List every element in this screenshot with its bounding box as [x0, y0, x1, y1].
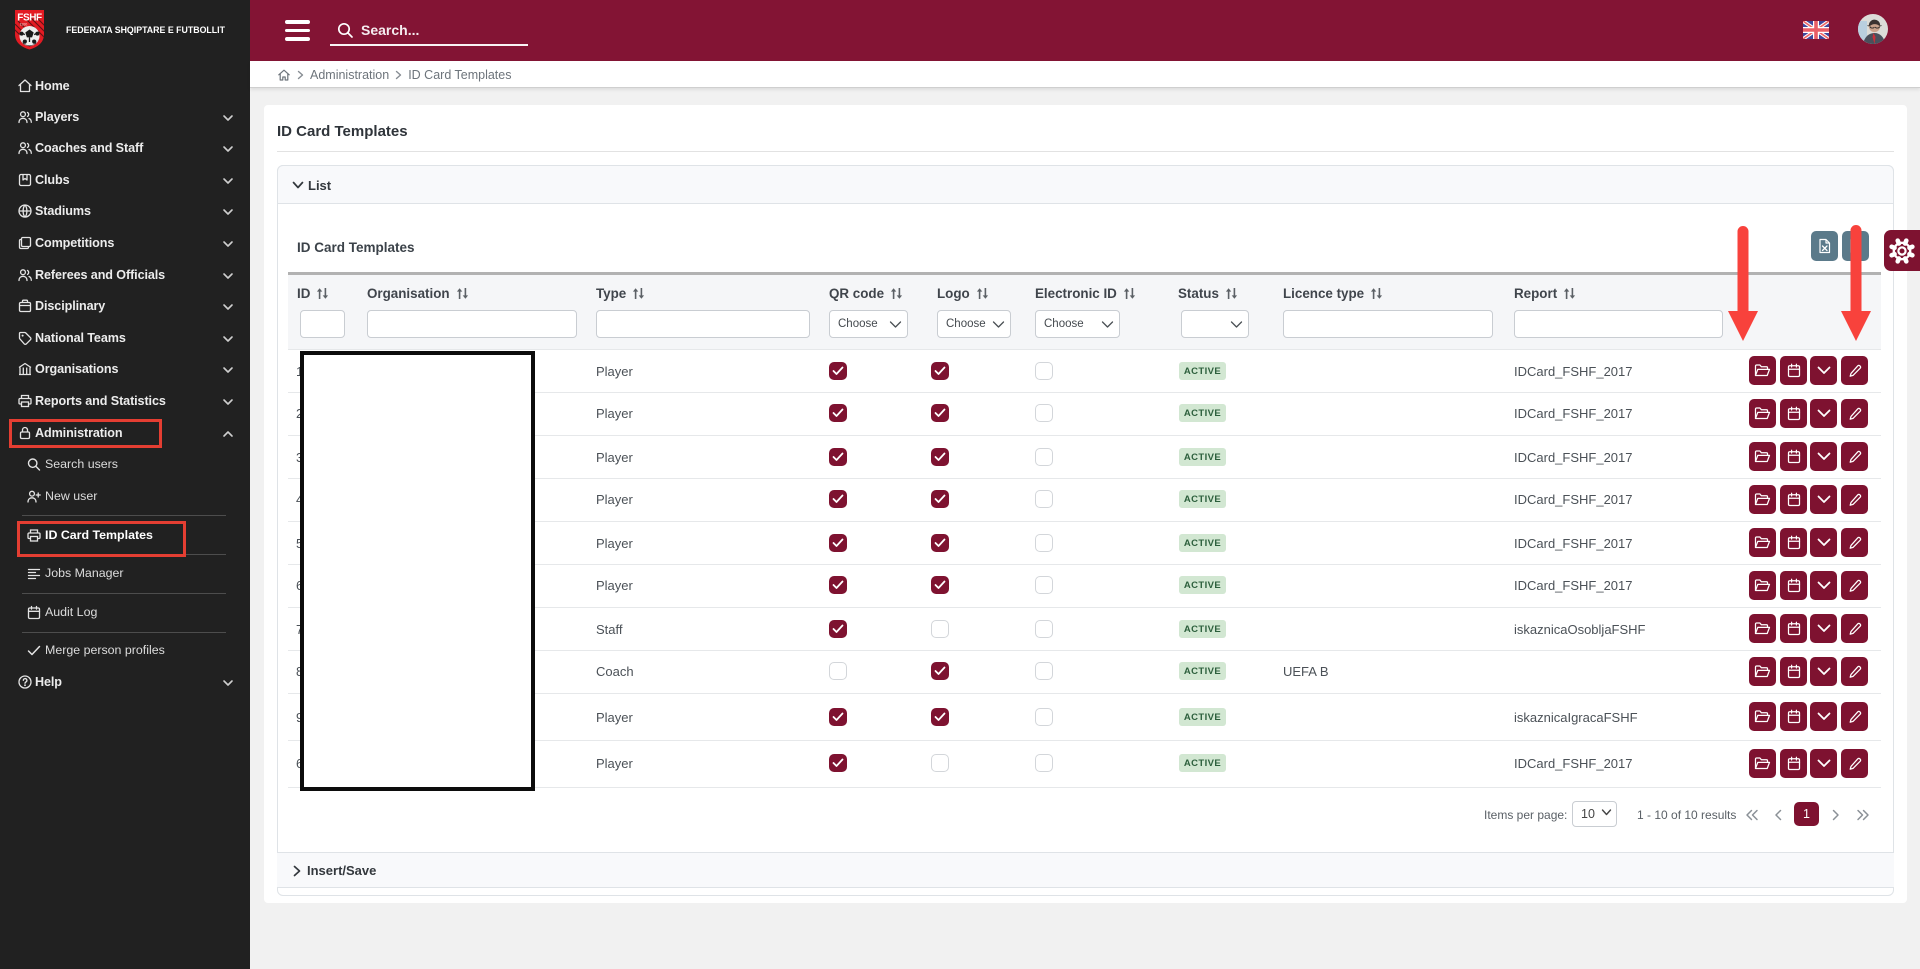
svg-text:1930: 1930 [20, 23, 28, 27]
svg-text:FSHF: FSHF [17, 13, 42, 24]
